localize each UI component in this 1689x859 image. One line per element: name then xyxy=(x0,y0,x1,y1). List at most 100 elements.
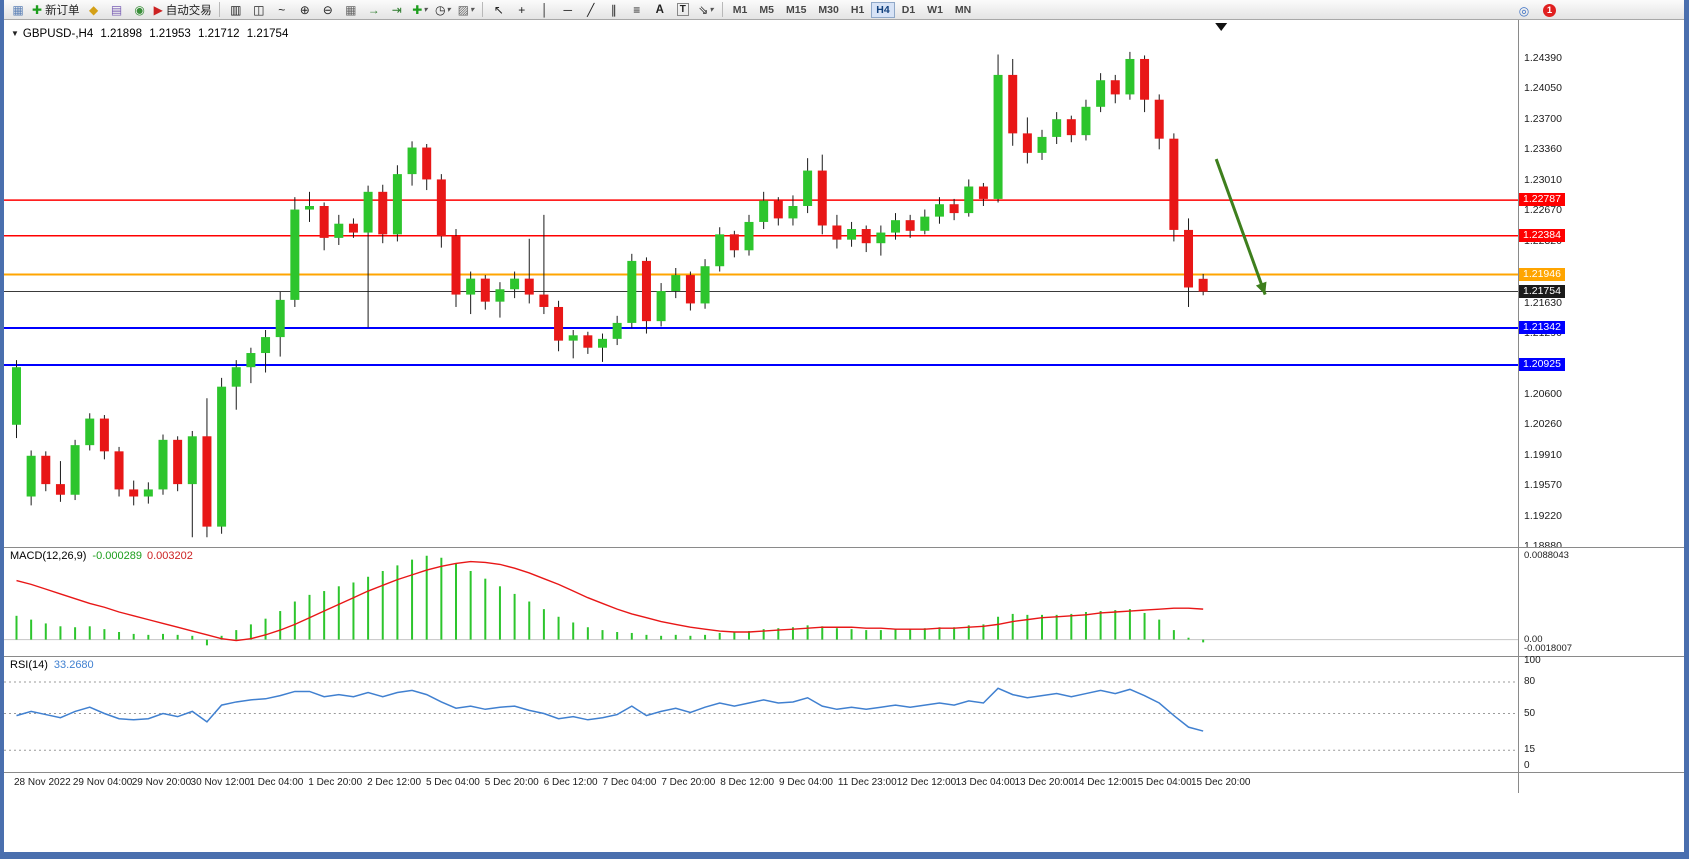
notification-badge[interactable]: 1 xyxy=(1543,4,1556,17)
candle-body xyxy=(1169,138,1179,230)
time-tick-label: 13 Dec 04:00 xyxy=(955,777,1016,788)
candle-body xyxy=(319,206,329,238)
price-tick-label: 1.23360 xyxy=(1524,143,1562,156)
candle-body xyxy=(1022,133,1032,153)
rsi-axis-label: 80 xyxy=(1524,676,1536,687)
time-tick-label: 13 Dec 20:00 xyxy=(1014,777,1074,788)
rsi-axis[interactable]: 100 80 50 15 0 xyxy=(1518,655,1684,772)
candle-body xyxy=(949,204,959,214)
candle-body xyxy=(993,74,1003,199)
indicators-button[interactable]: ✚ ▾ xyxy=(409,1,431,18)
candle-body xyxy=(261,337,271,354)
toolbar-separator xyxy=(218,2,220,17)
vertical-line-button[interactable]: │ xyxy=(534,1,556,18)
candle-body xyxy=(510,278,520,290)
timeframe-button-d1[interactable]: D1 xyxy=(901,3,916,16)
window-border-left xyxy=(0,0,4,859)
candle-body xyxy=(641,260,651,322)
rsi-axis-label: 100 xyxy=(1524,655,1541,666)
timeframe-button-m5[interactable]: M5 xyxy=(759,3,774,16)
price-axis[interactable]: 1.24390 1.24050 1.23700 1.23360 1.23010 1.226… xyxy=(1518,20,1684,552)
profiles-button[interactable]: ◆ xyxy=(83,1,105,18)
text-label-button[interactable]: T xyxy=(672,1,694,18)
time-tick-label: 8 Dec 12:00 xyxy=(720,777,775,788)
trendline-button[interactable]: ╱ xyxy=(580,1,602,18)
chart-shift-button[interactable]: ⇥ xyxy=(386,1,408,18)
trendline-icon: ╱ xyxy=(587,2,595,17)
macd-signal-value: 0.003202 xyxy=(146,550,193,562)
tile-windows-button[interactable]: ▦ xyxy=(340,1,362,18)
candle-body xyxy=(495,289,505,302)
bottom-empty-area xyxy=(4,793,1684,852)
new-order-button[interactable]: ✚ 新订单 xyxy=(30,1,82,18)
rsi-chart-canvas[interactable] xyxy=(4,657,1518,772)
macd-panel: MACD(12,26,9) -0.000289 0.003202 0.0088043… xyxy=(4,547,1684,656)
candle-body xyxy=(744,221,754,251)
time-axis[interactable]: 28 Nov 2022 29 Nov 04:00 29 Nov 20:00 30 No… xyxy=(4,772,1684,793)
zoom-in-button[interactable]: ⊕ xyxy=(294,1,316,18)
auto-scroll-button[interactable]: → xyxy=(363,1,385,18)
trend-arrow-line[interactable] xyxy=(1214,158,1267,296)
timeframe-button-m15[interactable]: M15 xyxy=(785,3,807,16)
candle-body xyxy=(378,191,388,235)
candlestick-chart-canvas[interactable] xyxy=(4,20,1518,547)
time-tick-label: 11 Dec 23:00 xyxy=(837,777,897,788)
crosshair-icon: + xyxy=(518,2,526,17)
price-tick-label: 1.20600 xyxy=(1524,387,1562,400)
text-tool-button[interactable]: A xyxy=(649,1,671,18)
candle-body xyxy=(803,170,813,206)
rsi-axis-label: 0 xyxy=(1524,760,1530,771)
periods-button[interactable]: ◷ ▾ xyxy=(432,1,454,18)
candlestick-chart-button[interactable]: ◫ xyxy=(248,1,270,18)
chart-shift-marker-icon[interactable] xyxy=(1215,23,1228,31)
rsi-line xyxy=(16,687,1204,732)
macd-chart-canvas[interactable] xyxy=(4,548,1518,656)
time-tick-label: 1 Dec 04:00 xyxy=(249,777,304,788)
chart-window-button[interactable]: ▦ xyxy=(7,1,29,18)
horizontal-line-button[interactable]: ─ xyxy=(557,1,579,18)
price-tick-label: 1.24390 xyxy=(1524,52,1562,65)
fibonacci-button[interactable]: ≡ xyxy=(626,1,648,18)
timeframe-button-m1[interactable]: M1 xyxy=(732,3,748,16)
rsi-axis-label: 15 xyxy=(1524,744,1536,756)
chart-window-icon: ▦ xyxy=(12,2,24,17)
cursor-button[interactable]: ↖ xyxy=(488,1,510,18)
candle-body xyxy=(480,278,490,302)
price-tick-label: 1.19910 xyxy=(1524,448,1562,461)
candle-body xyxy=(143,489,153,497)
crosshair-button[interactable]: + xyxy=(511,1,533,18)
price-tick-label: 1.22670 xyxy=(1524,204,1562,217)
templates-button[interactable]: ▨ ▾ xyxy=(455,1,477,18)
timeframe-button-mn[interactable]: MN xyxy=(954,3,972,16)
navigator-button[interactable]: ◉ xyxy=(129,1,151,18)
ohlc-low: 1.21712 xyxy=(197,28,240,40)
tile-windows-icon: ▦ xyxy=(345,2,357,17)
timeframe-button-h4[interactable]: H4 xyxy=(871,1,895,18)
timeframe-button-w1[interactable]: W1 xyxy=(927,3,943,16)
main-chart-panel: ▼ GBPUSD-,H4 1.21898 1.21953 1.21712 1.21… xyxy=(4,20,1684,552)
rsi-panel: RSI(14) 33.2680 100 80 50 15 0 xyxy=(4,655,1684,772)
collapse-triangle-icon[interactable]: ▼ xyxy=(11,29,19,38)
search-button[interactable]: ◎ xyxy=(1513,2,1535,19)
time-tick-label: 29 Nov 04:00 xyxy=(72,777,133,788)
timeframe-button-m30[interactable]: M30 xyxy=(818,3,839,16)
rsi-value: 33.2680 xyxy=(53,659,94,671)
price-tick-label: 1.23010 xyxy=(1524,174,1562,187)
autotrading-button[interactable]: ▶ 自动交易 xyxy=(152,1,214,18)
timeframe-button-h1[interactable]: H1 xyxy=(850,3,865,16)
arrows-tool-button[interactable]: ⇘ ▾ xyxy=(695,1,717,18)
macd-signal-line xyxy=(16,560,1204,642)
candle-body xyxy=(114,451,124,490)
macd-axis-label: 0.0088043 xyxy=(1524,550,1569,561)
line-chart-button[interactable]: ~ xyxy=(271,1,293,18)
candle-body xyxy=(671,275,681,292)
data-window-button[interactable]: ▤ xyxy=(106,1,128,18)
macd-axis[interactable]: 0.0088043 0.00 -0.0018007 xyxy=(1518,548,1684,656)
candle-body xyxy=(905,220,915,231)
channel-button[interactable]: ∥ xyxy=(603,1,625,18)
candle-body xyxy=(85,418,95,446)
level-price-box: 1.22384 xyxy=(1519,228,1565,242)
zoom-out-button[interactable]: ⊖ xyxy=(317,1,339,18)
bar-chart-button[interactable]: ▥ xyxy=(225,1,247,18)
